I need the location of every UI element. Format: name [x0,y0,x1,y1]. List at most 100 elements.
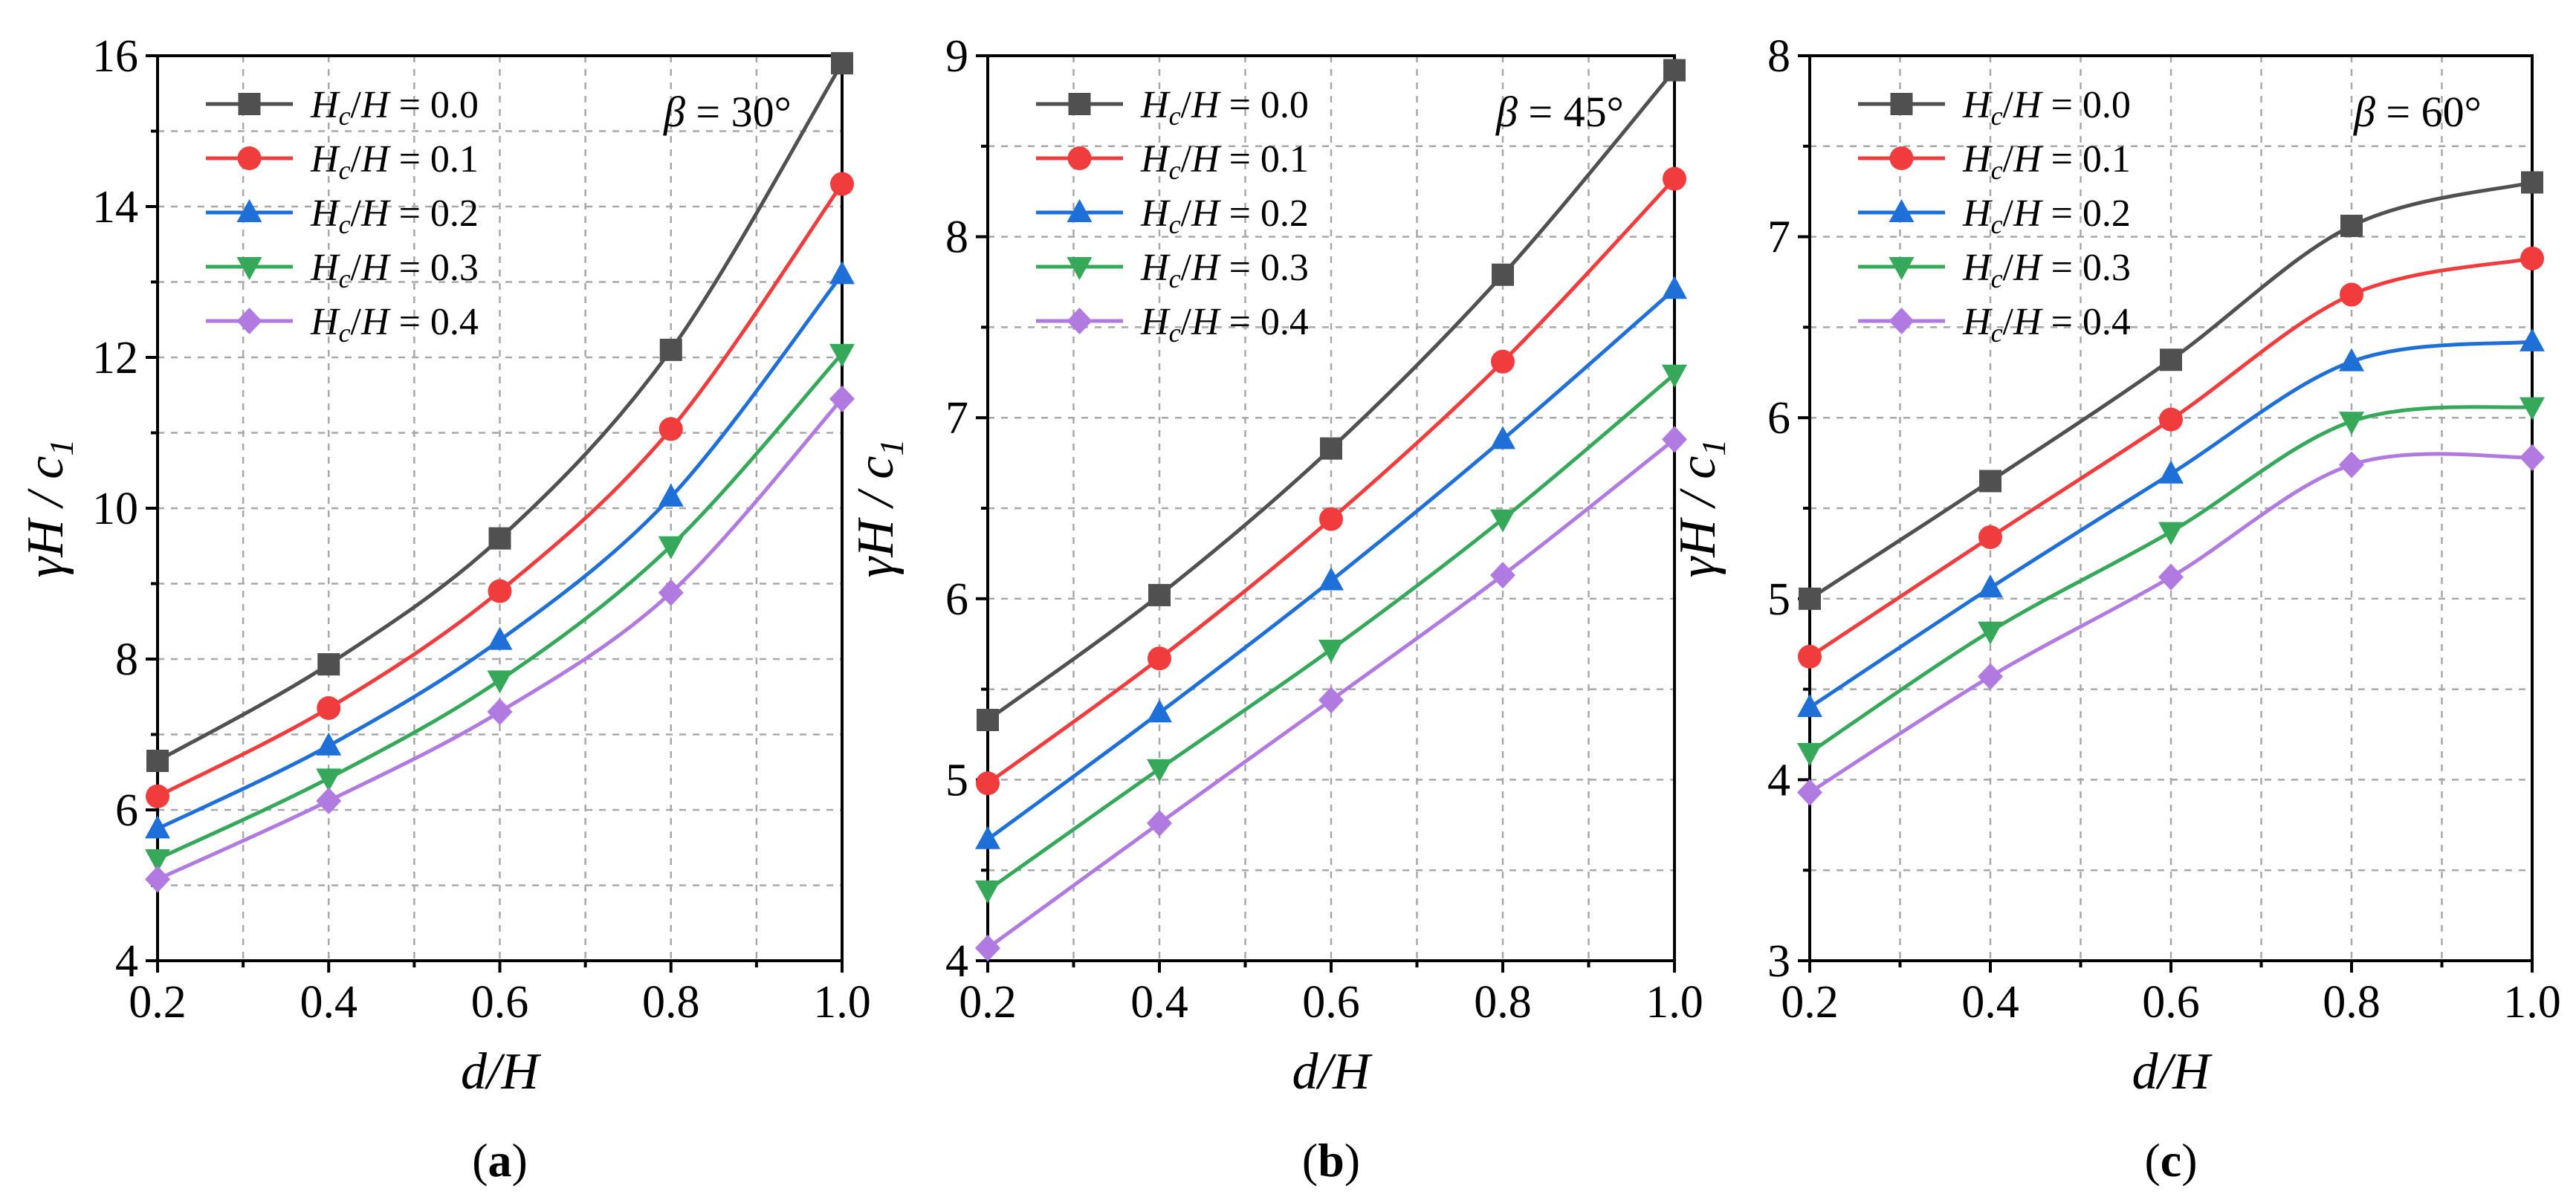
legend-marker [1067,257,1093,280]
y-tick-label: 6 [1767,393,1790,444]
data-point-2 [1318,567,1344,591]
legend-marker [1889,257,1915,280]
legend-marker [238,93,261,115]
data-point-1 [146,784,169,808]
legend-entry-label: Hc/H = 0.4 [310,301,479,348]
legend-entry-label: Hc/H = 0.3 [310,247,479,293]
data-point-1 [830,172,854,196]
series-line-0 [156,62,844,763]
data-point-4 [1147,809,1172,837]
data-point-0 [488,527,511,550]
data-point-2 [975,825,1000,849]
data-point-1 [658,417,683,441]
data-point-3 [975,880,1000,904]
data-point-2 [2158,460,2184,484]
data-point-2 [1662,276,1687,299]
y-tick-label: 16 [92,31,138,82]
beta-annotation: β = 30° [663,88,792,136]
y-tick-label: 7 [1767,213,1790,263]
data-point-2 [145,815,170,839]
legend-marker [1890,93,1913,115]
data-point-0 [2340,214,2363,237]
data-point-2 [658,483,684,507]
y-tick-label: 5 [1767,574,1790,625]
y-tick-label: 8 [1767,31,1790,82]
legend-entry-label: Hc/H = 0.2 [1140,192,1309,239]
data-point-0 [2160,348,2182,372]
y-tick-label: 10 [92,484,138,534]
legend-entry-label: Hc/H = 0.0 [1962,84,2131,131]
data-point-0 [317,653,340,676]
data-point-4 [1797,779,1822,806]
y-axis-title: γH / c1 [17,439,80,578]
legend-marker [1067,199,1093,222]
legend-marker [1067,146,1092,170]
y-axis-title: γH / c1 [847,439,910,578]
legend-entry-label: Hc/H = 0.3 [1140,247,1309,293]
data-point-4 [2158,563,2184,591]
data-point-4 [2520,444,2545,471]
data-point-0 [977,709,999,732]
beta-annotation: β = 60° [2353,88,2482,136]
data-point-1 [1491,349,1515,374]
data-point-3 [1978,621,2003,645]
data-point-4 [145,866,170,893]
x-tick-label: 0.6 [471,977,529,1028]
legend-entry-label: Hc/H = 0.2 [310,192,479,239]
y-tick-label: 6 [945,574,968,625]
legend-entry-label: Hc/H = 0.4 [1962,301,2131,348]
legend-entry-label: Hc/H = 0.2 [1962,192,2131,239]
data-point-2 [2339,348,2364,372]
legend-entry-label: Hc/H = 0.0 [310,84,479,131]
x-tick-label: 1.0 [813,977,871,1028]
x-tick-label: 0.4 [1961,977,2019,1028]
data-point-4 [975,934,1000,961]
data-point-0 [1148,583,1171,606]
data-point-4 [1662,426,1687,453]
beta-annotation: β = 45° [1495,88,1624,136]
data-point-3 [2520,397,2545,421]
data-point-3 [316,768,342,792]
x-tick-label: 0.2 [959,977,1017,1028]
y-tick-label: 7 [945,393,968,444]
x-tick-label: 0.4 [1130,977,1188,1028]
data-point-1 [2340,282,2363,307]
legend-entry-label: Hc/H = 0.1 [310,138,479,185]
data-point-2 [2520,328,2545,351]
y-tick-label: 4 [945,936,968,987]
panel-b: 0.2 0.4 0.6 0.8 1.0 4 5 6 7 8 9 d/H γH / c1 Hc/H = 0.… [847,31,1703,1187]
data-point-1 [1978,525,2002,549]
data-point-0 [1492,263,1514,286]
legend-entry-label: Hc/H = 0.1 [1140,138,1309,185]
data-point-0 [1979,470,2001,493]
legend-entry-label: Hc/H = 0.0 [1140,84,1309,131]
data-point-2 [1147,699,1172,723]
x-tick-label: 0.6 [2142,977,2200,1028]
y-tick-label: 4 [1767,755,1790,805]
data-point-3 [1797,742,1822,766]
data-point-3 [1490,509,1515,533]
data-point-3 [145,849,170,872]
data-point-2 [1797,693,1822,717]
data-point-1 [976,771,1000,796]
data-point-0 [146,750,169,773]
legend-entry-label: Hc/H = 0.3 [1962,247,2131,293]
y-tick-label: 9 [945,31,968,82]
y-tick-label: 8 [945,213,968,263]
legend-entry-label: Hc/H = 0.1 [1962,138,2131,185]
legend-marker [1889,199,1915,222]
panel-label: (c) [2144,1134,2197,1187]
data-point-4 [1490,562,1515,589]
legend-entry-label: Hc/H = 0.4 [1140,301,1309,348]
y-tick-label: 6 [115,785,138,836]
x-tick-label: 0.2 [129,977,187,1028]
y-tick-label: 14 [92,182,138,233]
data-point-2 [1978,574,2003,598]
data-point-4 [2339,451,2364,479]
legend: Hc/H = 0.0 Hc/H = 0.1 Hc/H = 0.2 Hc/H = 0.3… [206,84,479,348]
x-tick-label: 0.4 [300,977,358,1028]
data-point-3 [1318,640,1344,664]
legend-marker [237,146,262,170]
x-tick-label: 0.8 [1474,977,1532,1028]
